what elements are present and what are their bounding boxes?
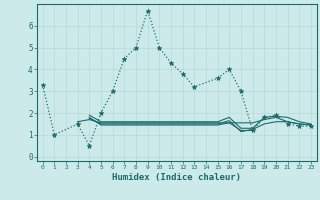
X-axis label: Humidex (Indice chaleur): Humidex (Indice chaleur) [112, 173, 241, 182]
